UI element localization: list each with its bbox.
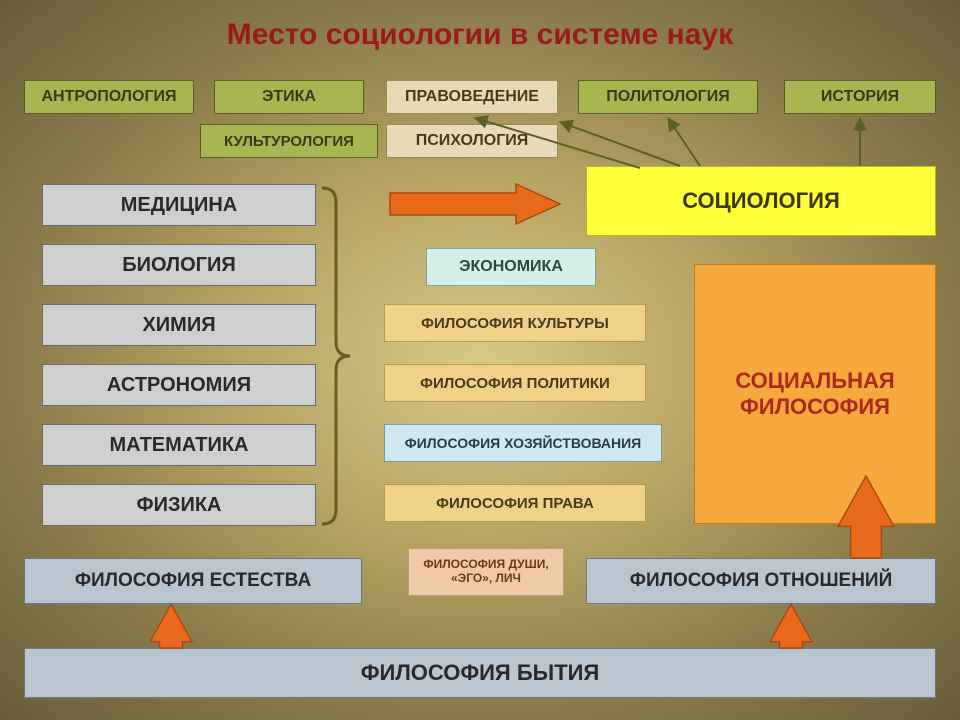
box-psychology: ПСИХОЛОГИЯ bbox=[386, 124, 558, 158]
box-social_phil: СОЦИАЛЬНАЯ ФИЛОСОФИЯ bbox=[694, 264, 936, 524]
connector-arrow bbox=[668, 118, 700, 166]
diagram-title: Место социологии в системе наук bbox=[0, 18, 960, 52]
box-astronomy: АСТРОНОМИЯ bbox=[42, 364, 316, 406]
connector-arrow bbox=[560, 122, 680, 166]
box-chemistry: ХИМИЯ bbox=[42, 304, 316, 346]
box-law: ПРАВОВЕДЕНИЕ bbox=[386, 80, 558, 114]
box-phil_law: ФИЛОСОФИЯ ПРАВА bbox=[384, 484, 646, 522]
box-biology: БИОЛОГИЯ bbox=[42, 244, 316, 286]
box-physics: ФИЗИКА bbox=[42, 484, 316, 526]
box-anthropology: АНТРОПОЛОГИЯ bbox=[24, 80, 194, 114]
box-history: ИСТОРИЯ bbox=[784, 80, 936, 114]
box-ethics: ЭТИКА bbox=[214, 80, 364, 114]
box-phil_being: ФИЛОСОФИЯ БЫТИЯ bbox=[24, 648, 936, 698]
box-mathematics: МАТЕМАТИКА bbox=[42, 424, 316, 466]
box-phil_soul: ФИЛОСОФИЯ ДУШИ, «ЭГО», ЛИЧ bbox=[408, 548, 564, 596]
box-politology: ПОЛИТОЛОГИЯ bbox=[578, 80, 758, 114]
box-medicine: МЕДИЦИНА bbox=[42, 184, 316, 226]
box-phil_nature: ФИЛОСОФИЯ ЕСТЕСТВА bbox=[24, 558, 362, 604]
box-phil_relations: ФИЛОСОФИЯ ОТНОШЕНИЙ bbox=[586, 558, 936, 604]
box-economics: ЭКОНОМИКА bbox=[426, 248, 596, 286]
arrow-up-icon bbox=[150, 604, 192, 648]
box-phil_culture: ФИЛОСОФИЯ КУЛЬТУРЫ bbox=[384, 304, 646, 342]
box-sociology: СОЦИОЛОГИЯ bbox=[586, 166, 936, 236]
brace-icon bbox=[322, 188, 350, 524]
box-phil_economy: ФИЛОСОФИЯ ХОЗЯЙСТВОВАНИЯ bbox=[384, 424, 662, 462]
box-culturology: КУЛЬТУРОЛОГИЯ bbox=[200, 124, 378, 158]
box-phil_politics: ФИЛОСОФИЯ ПОЛИТИКИ bbox=[384, 364, 646, 402]
arrow-up-icon bbox=[770, 604, 812, 648]
arrow-right-icon bbox=[390, 184, 560, 224]
